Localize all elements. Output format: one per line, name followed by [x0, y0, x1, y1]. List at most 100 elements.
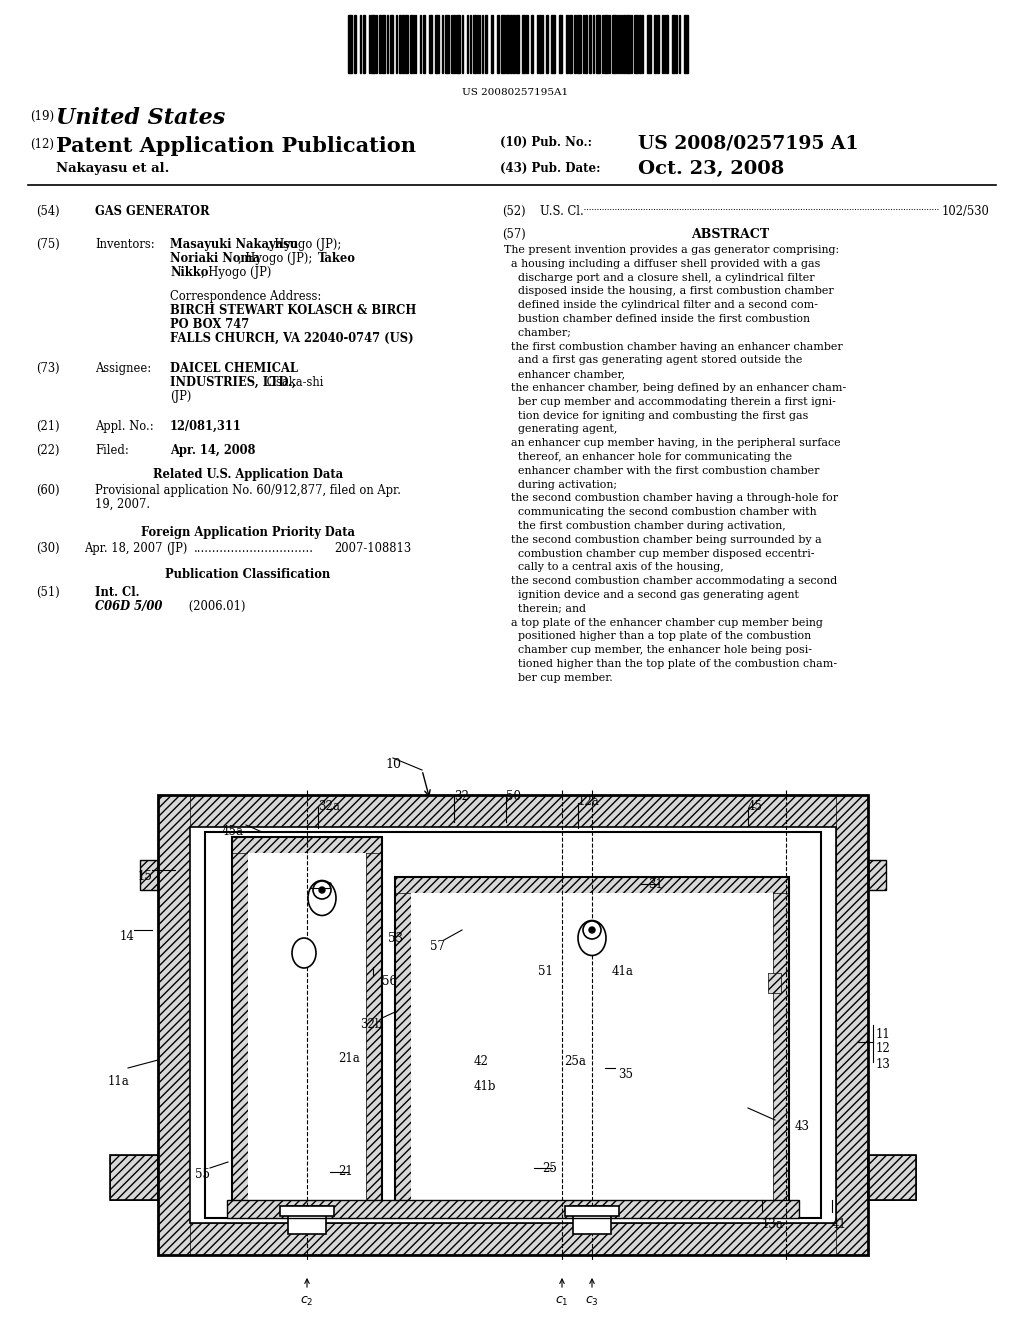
- Text: enhancer chamber with the first combustion chamber: enhancer chamber with the first combusti…: [504, 466, 819, 475]
- Text: the second combustion chamber accommodating a second: the second combustion chamber accommodat…: [504, 577, 838, 586]
- Text: a top plate of the enhancer chamber cup member being: a top plate of the enhancer chamber cup …: [504, 618, 823, 627]
- Text: 19, 2007.: 19, 2007.: [95, 498, 151, 511]
- Text: (22): (22): [36, 444, 59, 457]
- Text: (JP): (JP): [166, 543, 187, 554]
- Bar: [395, 876, 790, 1208]
- Bar: [501, 15, 505, 73]
- Bar: [684, 15, 688, 73]
- Text: Correspondence Address:: Correspondence Address:: [170, 290, 322, 304]
- Text: 12: 12: [876, 1041, 891, 1055]
- Ellipse shape: [578, 920, 606, 956]
- Bar: [497, 15, 499, 73]
- Bar: [626, 15, 630, 73]
- Text: 53: 53: [388, 932, 403, 945]
- Text: (57): (57): [502, 228, 525, 242]
- Bar: [485, 15, 487, 73]
- Text: US 2008/0257195 A1: US 2008/0257195 A1: [638, 135, 858, 153]
- Text: 12a: 12a: [578, 795, 600, 808]
- Text: (52): (52): [502, 205, 525, 218]
- Circle shape: [589, 927, 595, 933]
- Text: Assignee:: Assignee:: [95, 362, 152, 375]
- Text: 55: 55: [195, 1168, 210, 1181]
- Bar: [395, 876, 411, 1208]
- Bar: [596, 15, 600, 73]
- Text: discharge port and a closure shell, a cylindrical filter: discharge port and a closure shell, a cy…: [504, 273, 815, 282]
- Text: 43: 43: [795, 1119, 810, 1133]
- Text: the second combustion chamber having a through-hole for: the second combustion chamber having a t…: [504, 494, 838, 503]
- Text: 50: 50: [506, 789, 521, 803]
- Bar: [522, 15, 525, 73]
- Bar: [589, 15, 591, 73]
- Text: Nakayasu et al.: Nakayasu et al.: [56, 162, 169, 176]
- Text: thereof, an enhancer hole for communicating the: thereof, an enhancer hole for communicat…: [504, 451, 793, 462]
- Bar: [506, 15, 509, 73]
- Text: 32: 32: [454, 789, 469, 803]
- Bar: [158, 795, 868, 828]
- Text: positioned higher than a top plate of the combustion: positioned higher than a top plate of th…: [504, 631, 811, 642]
- Bar: [429, 15, 432, 73]
- Text: , Hyogo (JP): , Hyogo (JP): [201, 267, 271, 279]
- Text: $c_1$: $c_1$: [555, 1295, 568, 1308]
- Text: Oct. 23, 2008: Oct. 23, 2008: [638, 160, 784, 178]
- Bar: [354, 15, 356, 73]
- Bar: [158, 795, 868, 1255]
- Bar: [577, 15, 581, 73]
- Bar: [232, 837, 382, 1208]
- Bar: [371, 15, 375, 73]
- Bar: [227, 1200, 799, 1218]
- Bar: [639, 15, 641, 73]
- Text: 45: 45: [748, 800, 763, 813]
- Text: disposed inside the housing, a first combustion chamber: disposed inside the housing, a first com…: [504, 286, 834, 297]
- Bar: [654, 15, 656, 73]
- Bar: [647, 15, 651, 73]
- Text: (43) Pub. Date:: (43) Pub. Date:: [500, 162, 600, 176]
- Bar: [604, 15, 608, 73]
- Bar: [348, 15, 352, 73]
- Text: 41: 41: [831, 1218, 847, 1232]
- Text: ignition device and a second gas generating agent: ignition device and a second gas generat…: [504, 590, 799, 601]
- Text: ABSTRACT: ABSTRACT: [691, 228, 769, 242]
- Text: Nikko: Nikko: [170, 267, 208, 279]
- Bar: [456, 15, 460, 73]
- Bar: [110, 1155, 158, 1200]
- Text: (73): (73): [36, 362, 59, 375]
- Text: (60): (60): [36, 484, 59, 498]
- Bar: [574, 15, 575, 73]
- Text: 41a: 41a: [612, 965, 634, 978]
- Text: BIRCH STEWART KOLASCH & BIRCH: BIRCH STEWART KOLASCH & BIRCH: [170, 304, 417, 317]
- Text: U.S. Cl.: U.S. Cl.: [540, 205, 584, 218]
- Text: United States: United States: [56, 107, 225, 129]
- Text: (2006.01): (2006.01): [167, 601, 246, 612]
- Text: 32a: 32a: [318, 800, 340, 813]
- Text: Osaka-shi: Osaka-shi: [263, 376, 324, 389]
- Text: generating agent,: generating agent,: [504, 425, 617, 434]
- Text: defined inside the cylindrical filter and a second com-: defined inside the cylindrical filter an…: [504, 300, 818, 310]
- Ellipse shape: [292, 939, 316, 968]
- Text: 25: 25: [542, 1162, 557, 1175]
- Text: GAS GENERATOR: GAS GENERATOR: [95, 205, 210, 218]
- Text: Noriaki Noma: Noriaki Noma: [170, 252, 260, 265]
- Text: (JP): (JP): [170, 389, 191, 403]
- Bar: [526, 15, 528, 73]
- Bar: [158, 795, 190, 1255]
- Bar: [672, 15, 675, 73]
- Ellipse shape: [308, 880, 336, 916]
- Bar: [395, 876, 790, 894]
- Bar: [140, 861, 158, 890]
- Text: communicating the second combustion chamber with: communicating the second combustion cham…: [504, 507, 816, 517]
- Text: 14: 14: [120, 931, 135, 942]
- Text: combustion chamber cup member disposed eccentri-: combustion chamber cup member disposed e…: [504, 549, 814, 558]
- Bar: [362, 15, 365, 73]
- Text: 42: 42: [474, 1055, 488, 1068]
- Text: (75): (75): [36, 238, 59, 251]
- Bar: [227, 1200, 799, 1218]
- Bar: [868, 861, 886, 890]
- Bar: [366, 837, 382, 1208]
- Text: $c_2$: $c_2$: [300, 1295, 313, 1308]
- Bar: [623, 15, 625, 73]
- Text: a housing including a diffuser shell provided with a gas: a housing including a diffuser shell pro…: [504, 259, 820, 269]
- Text: 102/530: 102/530: [942, 205, 990, 218]
- Circle shape: [319, 887, 325, 894]
- Text: (19): (19): [30, 110, 54, 123]
- Text: The present invention provides a gas generator comprising:: The present invention provides a gas gen…: [504, 246, 839, 255]
